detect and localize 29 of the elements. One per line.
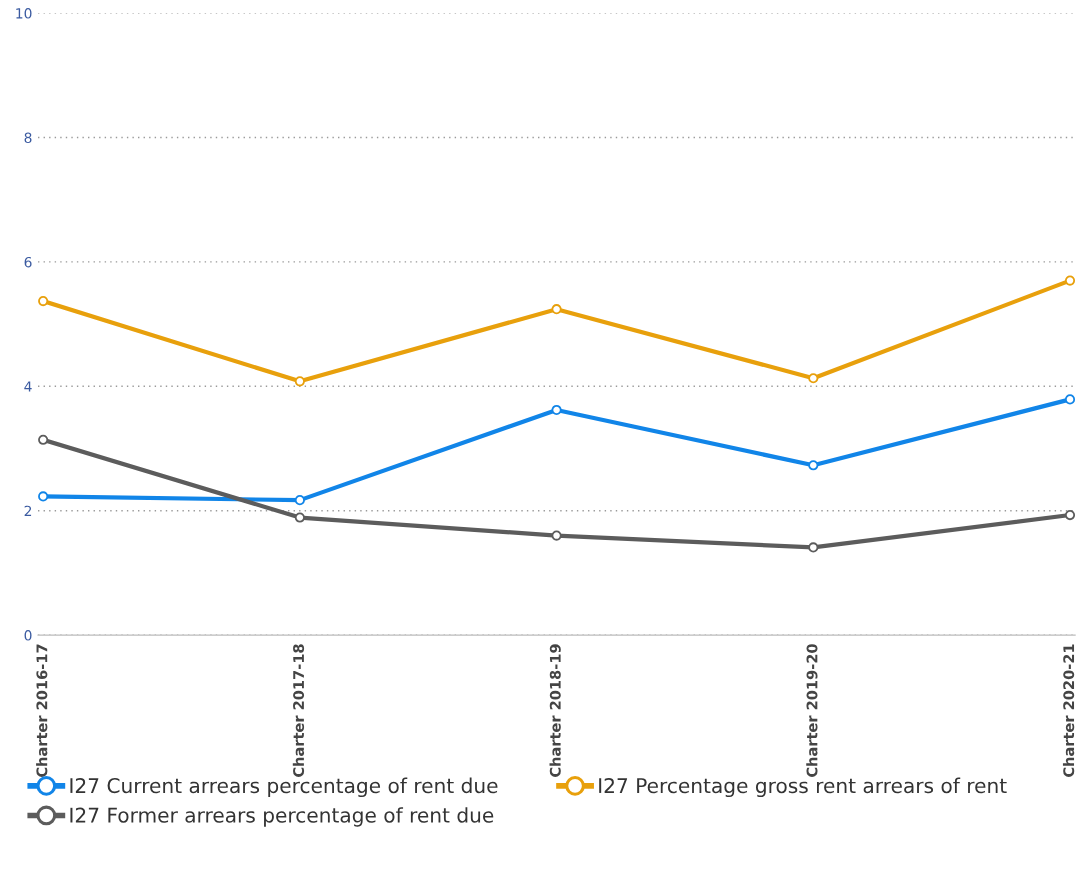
y-tick-label: 10 — [16, 8, 32, 19]
point — [808, 460, 819, 471]
point — [294, 495, 305, 506]
x-tick-label: Charter 2020-21 — [1062, 644, 1075, 777]
y-tick-label: 6 — [24, 256, 32, 268]
y-tick-label: 8 — [24, 132, 32, 144]
point — [808, 542, 819, 553]
x-tick-label: Charter 2016-17 — [36, 644, 48, 777]
point — [551, 530, 562, 541]
x-tick-label: Charter 2019-20 — [806, 644, 818, 777]
legend-label: I27 Percentage gross rent arrears of rent — [599, 777, 1007, 798]
point — [1064, 394, 1076, 405]
point — [551, 404, 562, 416]
legend-label: I27 Current arrears percentage of rent due — [70, 777, 498, 798]
x-tick-label: Charter 2017-18 — [292, 644, 305, 777]
y-tick-label: 0 — [24, 630, 32, 641]
point — [38, 491, 49, 502]
y-tick-label: 4 — [24, 381, 32, 392]
point — [38, 296, 49, 307]
point — [294, 512, 305, 523]
point — [808, 373, 819, 384]
legend-label: I27 Former arrears percentage of rent due — [70, 807, 494, 827]
point — [1064, 509, 1076, 521]
x-tick-label: Charter 2018-19 — [549, 644, 561, 777]
point — [294, 376, 305, 387]
y-tick-label: 2 — [24, 505, 32, 516]
point — [1064, 275, 1076, 286]
point — [38, 434, 49, 445]
point — [551, 304, 562, 315]
